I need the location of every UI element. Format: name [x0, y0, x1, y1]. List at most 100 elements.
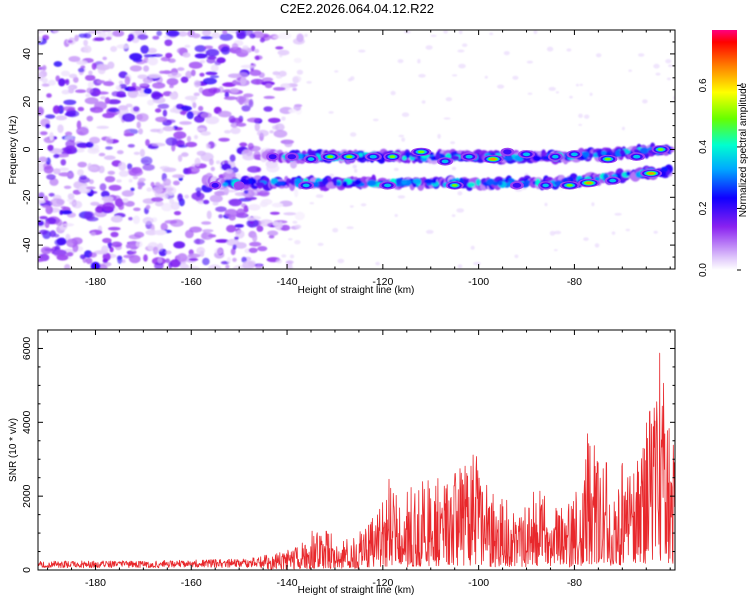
noise-blob — [104, 97, 110, 104]
band-core-cell — [402, 155, 407, 161]
noise-blob — [102, 237, 112, 244]
noise-blob — [591, 202, 595, 207]
x-tick-label: -180 — [85, 577, 106, 589]
noise-blob — [67, 86, 74, 90]
noise-blob — [169, 259, 181, 268]
noise-blob — [132, 58, 143, 63]
band-core-cell — [423, 178, 434, 184]
noise-blob — [145, 229, 158, 236]
noise-blob — [218, 214, 223, 219]
noise-blob — [67, 39, 73, 44]
noise-blob — [73, 76, 79, 83]
noise-blob — [224, 91, 230, 98]
noise-blob — [60, 159, 67, 166]
noise-blob — [65, 139, 76, 149]
noise-blob — [173, 180, 180, 186]
noise-blob — [66, 238, 78, 248]
noise-blob — [64, 264, 71, 269]
noise-blob — [53, 168, 61, 175]
noise-blob — [213, 88, 218, 93]
noise-blob — [68, 172, 75, 179]
noise-blob — [223, 189, 237, 193]
noise-blob — [77, 106, 85, 112]
noise-blob — [168, 262, 173, 269]
noise-blob — [147, 99, 155, 106]
hotspot — [268, 154, 277, 160]
noise-blob — [225, 264, 230, 269]
noise-blob — [263, 106, 273, 112]
noise-blob — [445, 97, 453, 102]
noise-blob — [88, 70, 93, 76]
noise-blob — [575, 83, 579, 87]
band-core-cell — [619, 149, 625, 156]
noise-blob — [393, 167, 399, 171]
noise-blob — [294, 211, 305, 221]
band-core-cell — [294, 178, 302, 185]
noise-blob — [292, 220, 298, 224]
noise-blob — [116, 44, 130, 49]
noise-blob — [243, 149, 250, 154]
noise-blob — [457, 49, 465, 53]
noise-blobs — [38, 30, 675, 269]
noise-blob — [173, 211, 182, 216]
noise-blob — [372, 118, 379, 122]
noise-blob — [145, 139, 150, 147]
noise-blob — [293, 104, 302, 111]
noise-blob — [38, 156, 48, 163]
noise-blob — [85, 141, 94, 148]
noise-blob — [214, 60, 221, 66]
noise-blob — [241, 105, 251, 112]
noise-blob — [166, 78, 179, 86]
noise-blob — [103, 155, 116, 160]
band-core-cell — [405, 151, 410, 159]
noise-blob — [234, 224, 244, 228]
noise-blob — [88, 30, 101, 34]
noise-blob — [101, 196, 114, 202]
noise-blob — [205, 48, 220, 57]
noise-blob — [177, 144, 188, 148]
hotspot — [512, 182, 522, 188]
noise-blob — [194, 45, 207, 53]
noise-blob — [653, 230, 658, 234]
noise-blob — [127, 144, 135, 148]
noise-blob — [54, 238, 65, 246]
noise-blob — [214, 247, 224, 255]
noise-blob — [143, 88, 152, 95]
noise-blob — [443, 30, 448, 34]
noise-blob — [89, 136, 101, 144]
noise-blob — [115, 107, 129, 115]
noise-blob — [583, 237, 589, 241]
noise-blob — [309, 202, 314, 205]
noise-blob — [53, 61, 63, 67]
noise-blob — [121, 190, 135, 197]
noise-blob — [401, 137, 406, 142]
noise-blob — [352, 164, 357, 169]
noise-blob — [451, 214, 456, 218]
noise-blob — [128, 178, 133, 183]
noise-blob — [46, 93, 52, 98]
noise-blob — [271, 202, 284, 208]
noise-blob — [257, 246, 268, 252]
noise-blob — [489, 32, 494, 36]
hotspots — [209, 145, 670, 190]
noise-blob — [56, 254, 69, 261]
noise-blob — [63, 185, 72, 189]
noise-blob — [235, 242, 247, 249]
noise-blob — [207, 234, 217, 238]
hotspot — [609, 178, 617, 183]
noise-blob — [86, 115, 94, 122]
noise-blob — [212, 201, 219, 206]
noise-blob — [257, 129, 269, 137]
noise-blob — [589, 92, 593, 97]
hotspot — [542, 183, 549, 188]
chart-title: C2E2.2026.064.04.12.R22 — [280, 1, 434, 16]
noise-blob — [85, 186, 96, 190]
noise-blob — [147, 47, 157, 54]
noise-blob — [206, 143, 211, 149]
noise-blob — [128, 33, 135, 41]
noise-blob — [162, 109, 168, 117]
noise-blob — [80, 65, 86, 69]
hotspot — [307, 157, 315, 161]
noise-blob — [628, 69, 632, 72]
